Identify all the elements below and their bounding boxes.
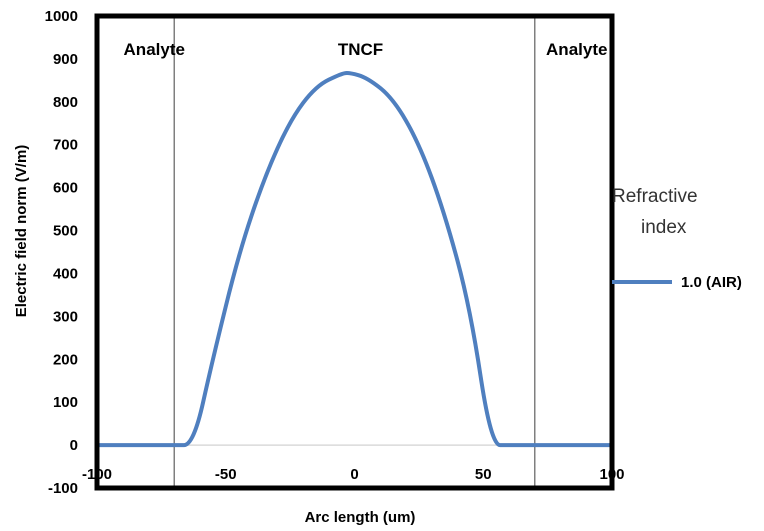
y-tick-label: 100 — [53, 394, 78, 411]
series-layer — [96, 71, 612, 448]
region-label: Analyte — [124, 40, 185, 59]
legend-title: Refractive index — [612, 186, 698, 238]
x-tick-label: 100 — [599, 466, 624, 483]
legend: Refractive index 1.0 (AIR) — [612, 186, 742, 291]
y-tick-label: 800 — [53, 94, 78, 111]
region-label: TNCF — [338, 40, 383, 59]
y-tick-label: 400 — [53, 265, 78, 282]
y-tick-label: 1000 — [45, 8, 78, 25]
y-tick-label: 900 — [53, 51, 78, 68]
y-tick-label: 500 — [53, 223, 78, 240]
x-tick-label: 0 — [350, 466, 358, 483]
y-axis-ticks: -100 0 100 200 300 400 500 600 700 800 900 1000 — [45, 8, 78, 497]
legend-entry-label: 1.0 (AIR) — [681, 274, 742, 291]
y-axis-title: Electric field norm (V/m) — [13, 145, 30, 318]
region-label: Analyte — [546, 40, 607, 59]
region-labels: Analyte TNCF Analyte — [124, 40, 608, 59]
y-tick-label: 300 — [53, 308, 78, 325]
y-tick-label: 200 — [53, 351, 78, 368]
series-line — [96, 71, 612, 448]
x-axis-title: Arc length (um) — [305, 509, 416, 526]
y-tick-label: 0 — [70, 437, 78, 454]
x-axis-ticks: -100 -50 0 50 100 — [82, 466, 625, 483]
x-tick-label: -100 — [82, 466, 112, 483]
plot-frame — [94, 13, 615, 491]
x-tick-label: -50 — [215, 466, 237, 483]
x-tick-label: 50 — [475, 466, 492, 483]
y-tick-label: 600 — [53, 180, 78, 197]
y-tick-label: 700 — [53, 137, 78, 154]
region-boundaries — [173, 16, 536, 488]
y-tick-label: -100 — [48, 480, 78, 497]
